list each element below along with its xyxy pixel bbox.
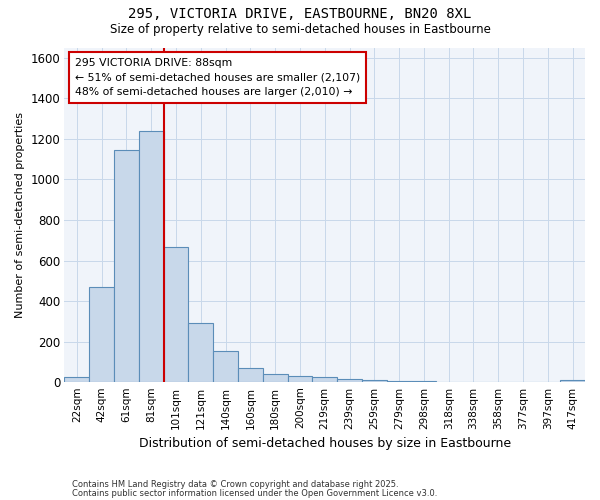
Text: Size of property relative to semi-detached houses in Eastbourne: Size of property relative to semi-detach… xyxy=(110,22,490,36)
Bar xyxy=(164,248,188,382)
Bar xyxy=(560,380,585,382)
Bar xyxy=(313,378,337,382)
Bar xyxy=(188,322,213,382)
Bar xyxy=(114,150,139,382)
Bar xyxy=(362,380,387,382)
Text: Contains HM Land Registry data © Crown copyright and database right 2025.: Contains HM Land Registry data © Crown c… xyxy=(72,480,398,489)
Bar xyxy=(387,381,412,382)
Bar xyxy=(263,374,287,382)
Bar xyxy=(213,351,238,382)
Bar xyxy=(337,380,362,382)
Bar xyxy=(139,130,164,382)
Bar xyxy=(64,378,89,382)
Text: 295, VICTORIA DRIVE, EASTBOURNE, BN20 8XL: 295, VICTORIA DRIVE, EASTBOURNE, BN20 8X… xyxy=(128,8,472,22)
Text: Contains public sector information licensed under the Open Government Licence v3: Contains public sector information licen… xyxy=(72,488,437,498)
X-axis label: Distribution of semi-detached houses by size in Eastbourne: Distribution of semi-detached houses by … xyxy=(139,437,511,450)
Bar xyxy=(89,287,114,382)
Bar xyxy=(287,376,313,382)
Y-axis label: Number of semi-detached properties: Number of semi-detached properties xyxy=(15,112,25,318)
Bar xyxy=(238,368,263,382)
Text: 295 VICTORIA DRIVE: 88sqm
← 51% of semi-detached houses are smaller (2,107)
48% : 295 VICTORIA DRIVE: 88sqm ← 51% of semi-… xyxy=(75,58,360,97)
